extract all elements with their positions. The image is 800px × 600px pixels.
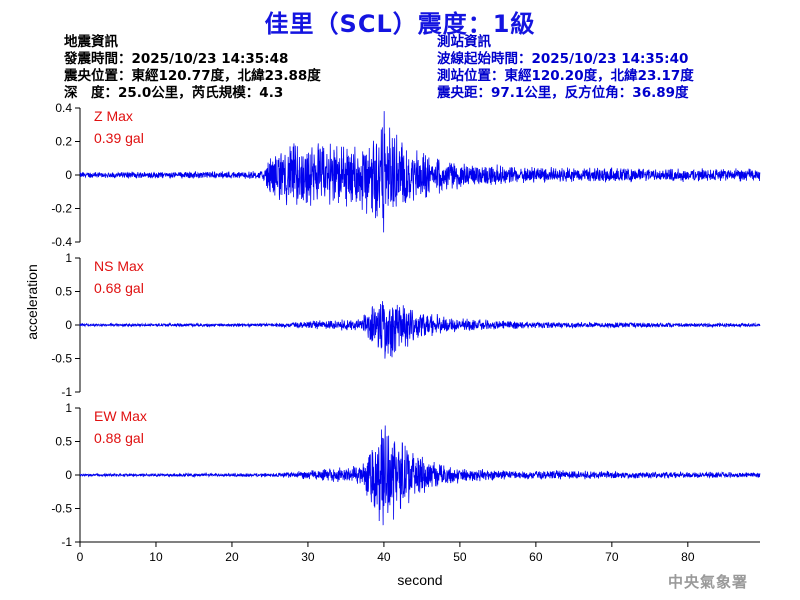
y-tick-label: 0.5 [55, 435, 72, 449]
max-value: 0.68 gal [94, 280, 144, 296]
max-label: Z Max [94, 108, 133, 124]
x-tick-label: 60 [529, 550, 543, 564]
y-tick-label: -1 [61, 535, 72, 549]
y-tick-label: -0.5 [51, 352, 72, 366]
trace-line-ew [79, 425, 761, 526]
quake-info-panel: 地震資訊 發震時間：2025/10/23 14:35:48 震央位置：東經120… [64, 34, 321, 102]
x-tick-label: 10 [149, 550, 163, 564]
y-tick-label: 1 [65, 251, 72, 265]
y-tick-label: 1 [65, 401, 72, 415]
x-tick-label: 0 [77, 550, 84, 564]
agency-watermark: 中央氣象署 [667, 573, 748, 591]
y-axis-label: acceleration [24, 264, 40, 340]
y-tick-label: 0 [65, 468, 72, 482]
x-tick-label: 30 [301, 550, 315, 564]
x-tick-label: 70 [605, 550, 619, 564]
y-tick-label: 0.2 [55, 135, 72, 149]
y-tick-label: 0 [65, 318, 72, 332]
y-tick-label: -0.2 [51, 202, 72, 216]
trace-line-ns [79, 301, 761, 359]
x-tick-label: 50 [453, 550, 467, 564]
trace-line-z [79, 111, 761, 233]
origin-time: 發震時間：2025/10/23 14:35:48 [64, 51, 289, 67]
max-value: 0.88 gal [94, 430, 144, 446]
y-tick-label: -1 [61, 385, 72, 399]
y-tick-label: 0.5 [55, 285, 72, 299]
x-tick-label: 40 [377, 550, 391, 564]
station-info-heading: 測站資訊 [437, 34, 491, 50]
max-value: 0.39 gal [94, 130, 144, 146]
max-label: EW Max [94, 408, 147, 424]
x-tick-label: 20 [225, 550, 239, 564]
y-tick-label: -0.4 [51, 235, 72, 249]
max-label: NS Max [94, 258, 144, 274]
wave-start-time: 波線起始時間：2025/10/23 14:35:40 [437, 51, 689, 67]
station-info-panel: 測站資訊 波線起始時間：2025/10/23 14:35:40 測站位置：東經1… [437, 34, 694, 102]
x-axis-label: second [397, 572, 442, 588]
y-tick-label: 0.4 [55, 101, 72, 115]
epicenter-location: 震央位置：東經120.77度，北緯23.88度 [64, 68, 321, 84]
quake-info-heading: 地震資訊 [64, 34, 118, 50]
y-tick-label: 0 [65, 168, 72, 182]
y-tick-label: -0.5 [51, 502, 72, 516]
depth-magnitude: 深 度：25.0公里，芮氏規模：4.3 [64, 85, 284, 101]
chart-title: 佳里（SCL）震度：1級 [264, 10, 536, 38]
x-tick-label: 80 [681, 550, 695, 564]
epicentral-distance: 震央距：97.1公里，反方位角：36.89度 [437, 85, 689, 101]
station-location: 測站位置：東經120.20度，北緯23.17度 [437, 68, 694, 84]
